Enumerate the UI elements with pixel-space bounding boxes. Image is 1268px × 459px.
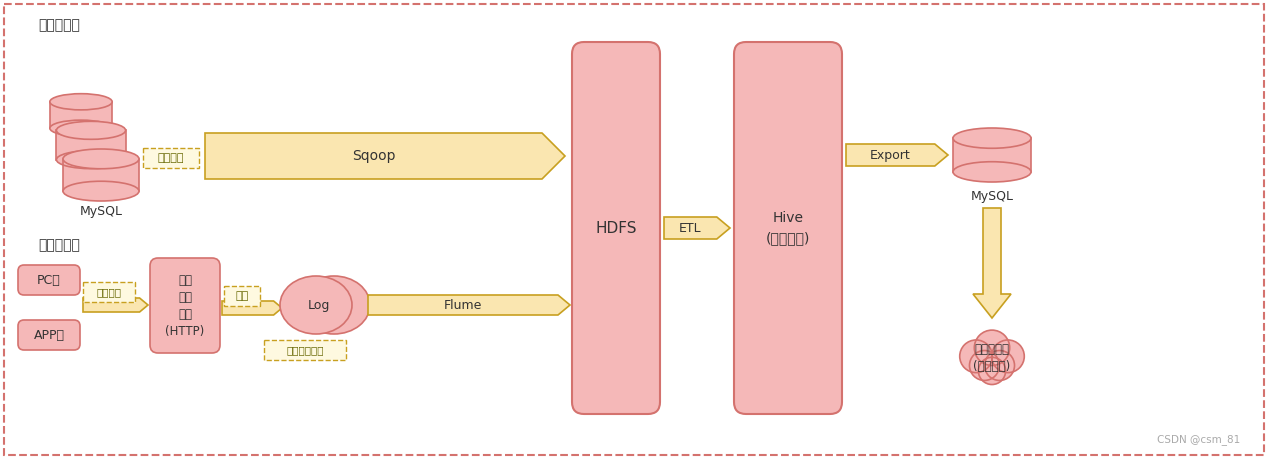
Text: Flume: Flume [444, 298, 482, 312]
FancyBboxPatch shape [734, 42, 842, 414]
FancyBboxPatch shape [572, 42, 661, 414]
Polygon shape [82, 298, 148, 312]
Text: MySQL: MySQL [970, 190, 1013, 203]
Text: 客户端数据: 客户端数据 [38, 238, 80, 252]
Ellipse shape [298, 276, 370, 334]
Circle shape [974, 330, 1009, 365]
Text: PC端: PC端 [37, 274, 61, 286]
Bar [954, 138, 1031, 172]
Text: 业务数据: 业务数据 [157, 153, 184, 163]
Bar [264, 340, 346, 360]
Text: 用户行为数据: 用户行为数据 [287, 345, 323, 355]
Text: 落盘: 落盘 [236, 291, 249, 301]
Ellipse shape [954, 162, 1031, 182]
Text: ETL: ETL [680, 222, 701, 235]
Bar [56, 130, 126, 160]
Polygon shape [222, 301, 281, 315]
Bar [143, 148, 199, 168]
Ellipse shape [56, 121, 126, 140]
Text: CSDN @csm_81: CSDN @csm_81 [1156, 434, 1240, 445]
Polygon shape [205, 133, 566, 179]
Ellipse shape [49, 94, 112, 110]
Ellipse shape [63, 149, 139, 169]
Bar [49, 102, 112, 128]
Ellipse shape [280, 276, 353, 334]
Text: Export: Export [870, 149, 910, 162]
Ellipse shape [954, 128, 1031, 148]
Ellipse shape [56, 151, 126, 168]
Polygon shape [368, 295, 571, 315]
Text: 数据可视化
(数据报表): 数据可视化 (数据报表) [974, 343, 1011, 373]
Ellipse shape [63, 181, 139, 201]
FancyBboxPatch shape [18, 265, 80, 295]
Bar [63, 159, 139, 191]
Polygon shape [664, 217, 730, 239]
Text: HDFS: HDFS [595, 220, 637, 235]
Text: APP端: APP端 [33, 329, 65, 341]
Text: Sqoop: Sqoop [351, 149, 396, 163]
Bar [224, 286, 260, 306]
Bar [82, 282, 134, 302]
Circle shape [960, 340, 993, 373]
Circle shape [979, 357, 1006, 385]
Ellipse shape [49, 120, 112, 136]
Text: Hive
(数据仓库): Hive (数据仓库) [766, 211, 810, 245]
Text: 日志
接收
服务
(HTTP): 日志 接收 服务 (HTTP) [165, 274, 204, 337]
Circle shape [992, 340, 1025, 373]
Polygon shape [973, 208, 1011, 318]
FancyBboxPatch shape [18, 320, 80, 350]
Text: 埋点上报: 埋点上报 [96, 287, 122, 297]
Circle shape [970, 351, 999, 381]
Circle shape [984, 351, 1014, 381]
Text: Log: Log [308, 298, 330, 312]
Text: MySQL: MySQL [80, 205, 123, 218]
Text: 服务端数据: 服务端数据 [38, 18, 80, 32]
Polygon shape [846, 144, 948, 166]
FancyBboxPatch shape [150, 258, 221, 353]
